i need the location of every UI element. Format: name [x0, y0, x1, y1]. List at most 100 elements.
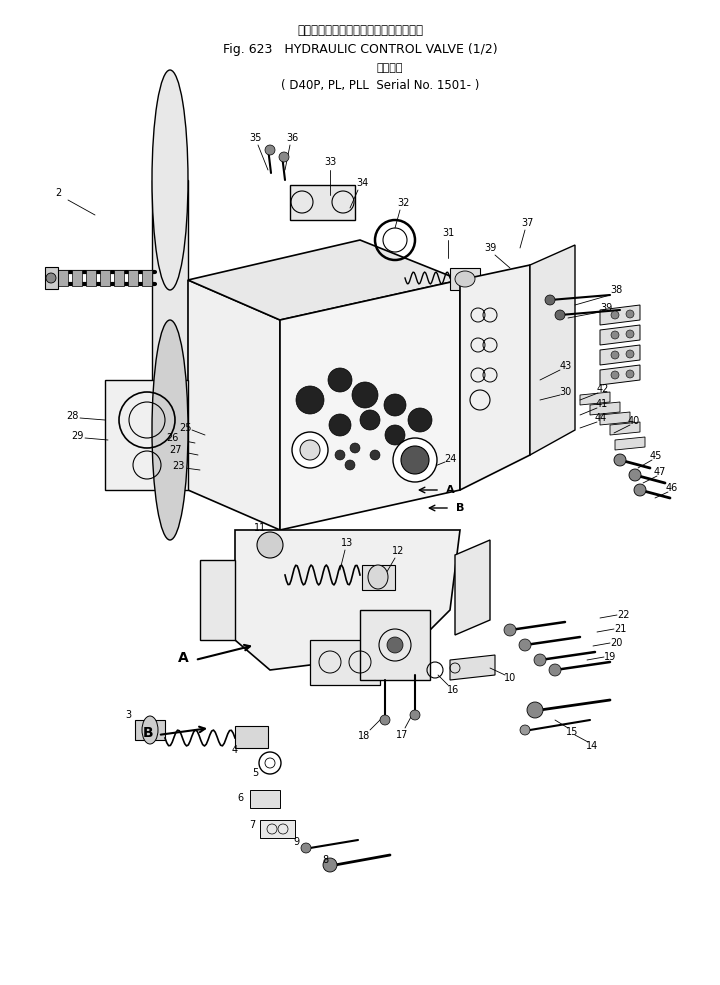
Polygon shape [58, 270, 68, 286]
Text: 23: 23 [172, 461, 184, 471]
Text: 47: 47 [654, 467, 666, 477]
Circle shape [626, 330, 634, 338]
Text: 11: 11 [254, 523, 266, 533]
Circle shape [519, 639, 531, 651]
Text: 2: 2 [55, 188, 61, 198]
Circle shape [614, 454, 626, 466]
Circle shape [328, 368, 352, 392]
Polygon shape [200, 560, 235, 640]
Circle shape [323, 858, 337, 872]
Circle shape [352, 382, 378, 408]
Polygon shape [455, 540, 490, 635]
Polygon shape [600, 305, 640, 325]
Text: 36: 36 [286, 133, 298, 143]
Text: 8: 8 [322, 855, 328, 865]
Text: 40: 40 [628, 416, 640, 426]
Text: 18: 18 [358, 731, 370, 741]
Polygon shape [105, 380, 188, 490]
Circle shape [634, 484, 646, 496]
Polygon shape [128, 270, 138, 286]
Polygon shape [280, 280, 460, 530]
Circle shape [380, 715, 390, 725]
Text: ハイドロリック　コントロール　バルブ: ハイドロリック コントロール バルブ [297, 24, 423, 36]
Text: 41: 41 [596, 399, 608, 409]
Text: B: B [456, 503, 464, 513]
Text: 9: 9 [293, 837, 299, 847]
Circle shape [265, 145, 275, 155]
Polygon shape [600, 325, 640, 345]
Circle shape [626, 350, 634, 358]
Circle shape [555, 310, 565, 320]
Text: 7: 7 [249, 820, 255, 830]
Circle shape [629, 469, 641, 481]
Text: 20: 20 [610, 638, 622, 648]
Text: ( D40P, PL, PLL  Serial No. 1501- ): ( D40P, PL, PLL Serial No. 1501- ) [281, 79, 480, 92]
Polygon shape [310, 640, 380, 685]
Ellipse shape [152, 320, 188, 540]
Circle shape [387, 637, 403, 653]
Text: 10: 10 [504, 673, 516, 683]
Text: 27: 27 [168, 445, 181, 455]
Text: 39: 39 [600, 303, 612, 313]
Circle shape [296, 386, 324, 414]
Circle shape [545, 295, 555, 305]
Text: 30: 30 [559, 387, 571, 397]
Text: 26: 26 [166, 433, 178, 443]
Text: 12: 12 [392, 546, 404, 556]
Text: 31: 31 [442, 228, 454, 238]
Text: Fig. 623   HYDRAULIC CONTROL VALVE (1/2): Fig. 623 HYDRAULIC CONTROL VALVE (1/2) [222, 43, 498, 56]
Ellipse shape [455, 271, 475, 287]
Text: 14: 14 [586, 741, 598, 751]
Polygon shape [362, 565, 395, 590]
Circle shape [611, 331, 619, 339]
Text: 28: 28 [66, 411, 78, 421]
Polygon shape [615, 437, 645, 450]
Text: 35: 35 [249, 133, 261, 143]
Circle shape [335, 450, 345, 460]
Polygon shape [600, 412, 630, 425]
Circle shape [345, 460, 355, 470]
Polygon shape [100, 270, 110, 286]
Text: 29: 29 [71, 431, 84, 441]
Polygon shape [188, 280, 280, 530]
Circle shape [626, 310, 634, 318]
Circle shape [611, 311, 619, 319]
Polygon shape [450, 655, 495, 680]
Text: 15: 15 [566, 727, 578, 737]
Polygon shape [86, 270, 96, 286]
Circle shape [393, 438, 437, 482]
Circle shape [370, 450, 380, 460]
Text: 4: 4 [232, 745, 238, 755]
Circle shape [385, 425, 405, 445]
Circle shape [549, 664, 561, 676]
Text: 17: 17 [396, 730, 408, 740]
Text: 22: 22 [617, 610, 629, 620]
Circle shape [384, 394, 406, 416]
Text: 24: 24 [444, 454, 456, 464]
Text: 46: 46 [666, 483, 678, 493]
Text: 21: 21 [614, 624, 626, 634]
Polygon shape [152, 180, 188, 430]
Circle shape [534, 654, 546, 666]
Polygon shape [114, 270, 124, 286]
Circle shape [611, 351, 619, 359]
Polygon shape [290, 185, 355, 220]
Polygon shape [580, 392, 610, 405]
Circle shape [360, 410, 380, 430]
Text: A: A [178, 651, 189, 665]
Polygon shape [235, 530, 460, 670]
Circle shape [329, 414, 351, 436]
Text: 39: 39 [484, 243, 496, 253]
Text: 37: 37 [521, 218, 534, 228]
Circle shape [611, 371, 619, 379]
Polygon shape [590, 402, 620, 415]
Polygon shape [530, 245, 575, 455]
Text: 3: 3 [125, 710, 131, 720]
Text: 32: 32 [398, 198, 410, 208]
Text: 19: 19 [604, 652, 616, 662]
Polygon shape [450, 268, 480, 290]
Polygon shape [250, 790, 280, 808]
Polygon shape [188, 240, 460, 320]
Circle shape [401, 446, 429, 474]
Polygon shape [610, 422, 640, 435]
